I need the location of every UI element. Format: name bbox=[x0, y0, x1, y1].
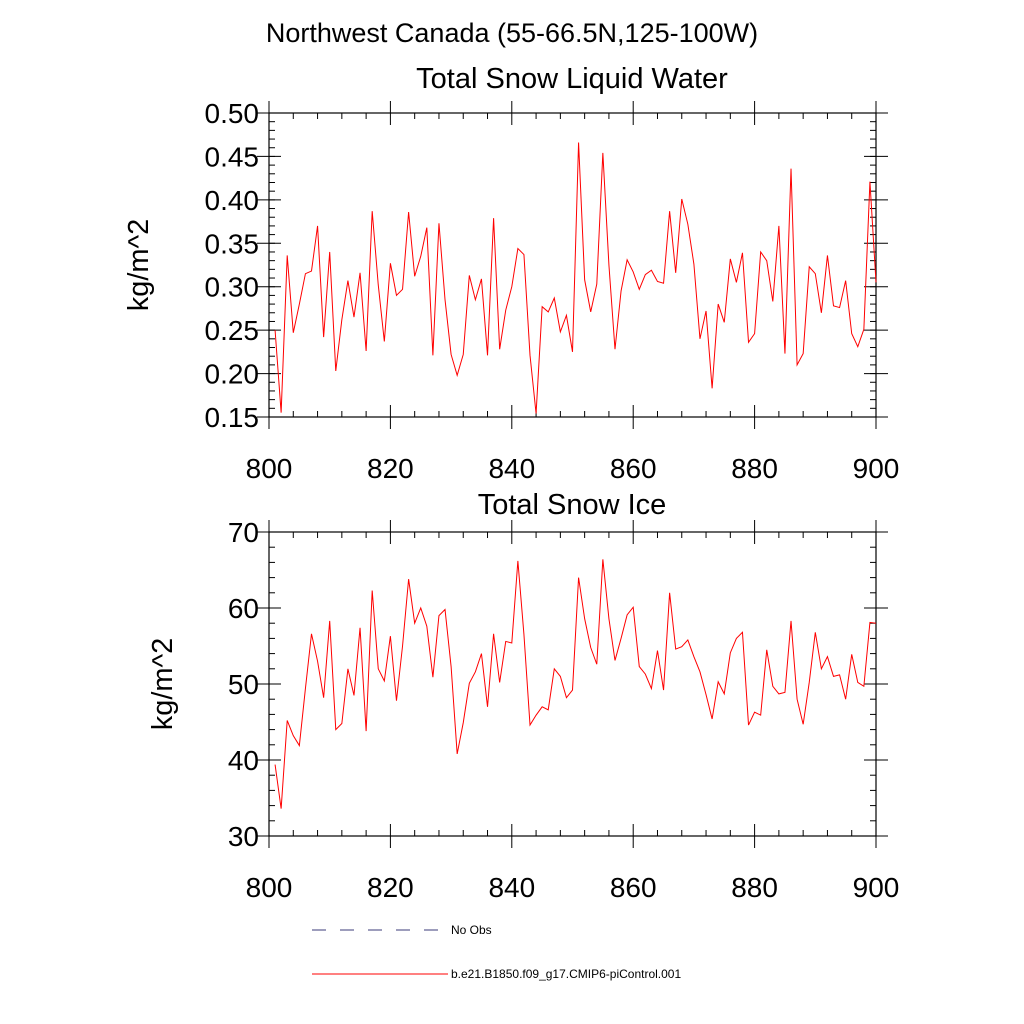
y-tick-label: 0.25 bbox=[205, 315, 260, 346]
y-tick-label: 50 bbox=[228, 669, 259, 700]
panel-title-snow-ice: Total Snow Ice bbox=[478, 489, 667, 521]
x-tick-label: 900 bbox=[853, 872, 900, 903]
x-tick-label: 880 bbox=[731, 453, 778, 484]
y-axis-title: kg/m^2 bbox=[123, 219, 155, 312]
x-tick-label: 820 bbox=[367, 872, 414, 903]
y-tick-label: 0.45 bbox=[205, 141, 260, 172]
legend-label-no-obs: No Obs bbox=[451, 923, 492, 937]
x-tick-label: 860 bbox=[610, 872, 657, 903]
x-tick-label: 800 bbox=[246, 453, 293, 484]
y-tick-label: 0.20 bbox=[205, 359, 260, 390]
panel-snow-liquid-water: Total Snow Liquid Water 800 820 840 860 880 9… bbox=[123, 63, 899, 484]
y-tick-label: 0.35 bbox=[205, 228, 260, 259]
y-axis-title: kg/m^2 bbox=[147, 638, 179, 731]
x-tick-label: 860 bbox=[610, 453, 657, 484]
y-tick-label: 0.15 bbox=[205, 402, 260, 433]
y-tick-label: 0.40 bbox=[205, 185, 260, 216]
legend-label-model: b.e21.B1850.f09_g17.CMIP6-piControl.001 bbox=[451, 967, 681, 981]
y-tick-label: 70 bbox=[228, 517, 259, 548]
suptitle: Northwest Canada (55-66.5N,125-100W) bbox=[266, 18, 758, 48]
x-tick-label: 880 bbox=[731, 872, 778, 903]
y-tick-label: 0.30 bbox=[205, 272, 260, 303]
x-tick-label: 800 bbox=[246, 872, 293, 903]
plot-frame bbox=[268, 112, 877, 418]
series-line-model bbox=[274, 559, 877, 809]
x-tick-label: 820 bbox=[367, 453, 414, 484]
legend: No Obs b.e21.B1850.f09_g17.CMIP6-piContr… bbox=[312, 923, 681, 981]
panel-snow-ice: Total Snow Ice 800 820 840 860 880 900 30 40 50 6… bbox=[147, 489, 899, 903]
y-tick-label: 0.50 bbox=[205, 98, 260, 129]
x-tick-label: 840 bbox=[488, 872, 535, 903]
panel-title-snow-liquid-water: Total Snow Liquid Water bbox=[416, 63, 728, 95]
y-tick-label: 60 bbox=[228, 593, 259, 624]
x-tick-label: 840 bbox=[488, 453, 535, 484]
y-tick-label: 40 bbox=[228, 745, 259, 776]
y-tick-label: 30 bbox=[228, 821, 259, 852]
series-line-model bbox=[274, 142, 877, 414]
x-tick-label: 900 bbox=[853, 453, 900, 484]
